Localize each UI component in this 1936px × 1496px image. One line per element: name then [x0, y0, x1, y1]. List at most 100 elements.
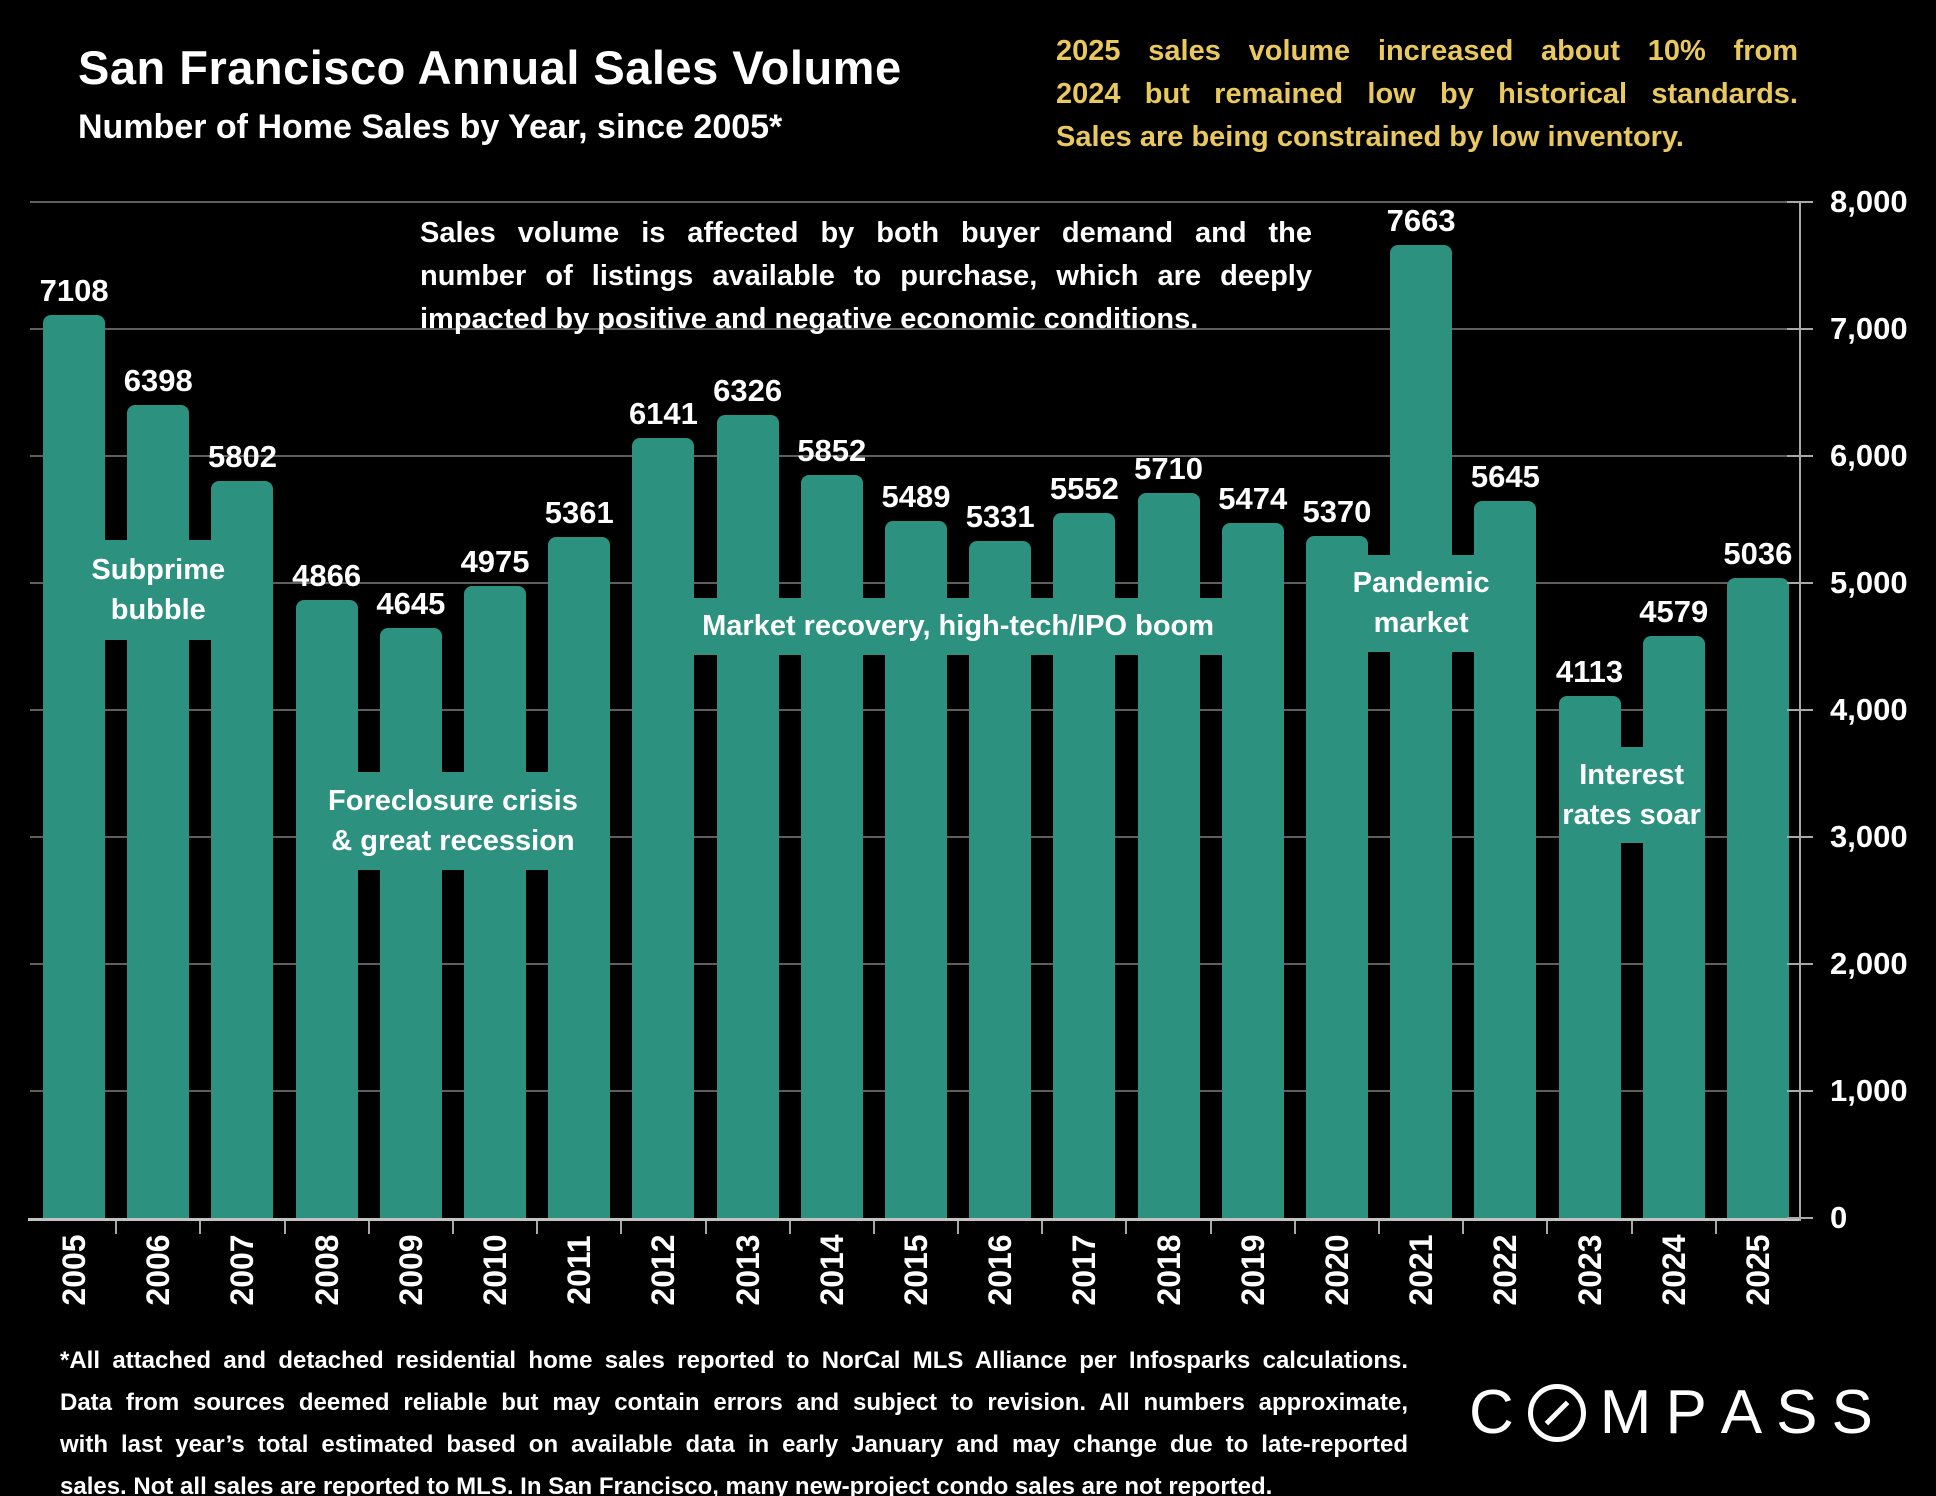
y-axis-tick-1000 — [1787, 1090, 1813, 1092]
x-axis-tick-2 — [199, 1221, 202, 1234]
value-label-2005: 7108 — [39, 273, 109, 309]
bar-2024 — [1642, 636, 1705, 1218]
x-axis-tick-12 — [1041, 1221, 1044, 1234]
x-axis-tick-8 — [704, 1221, 707, 1234]
compass-logo-letter-1: C — [1469, 1378, 1514, 1447]
x-axis-tick-14 — [1209, 1221, 1212, 1234]
footnote: *All attached and detached residential h… — [60, 1340, 1408, 1496]
bar-2025 — [1726, 578, 1789, 1218]
value-label-2020: 5370 — [1302, 494, 1372, 529]
compass-o-needle-icon — [1527, 1384, 1586, 1442]
annotation-foreclosure-crisis: Foreclosure crisis & great recession — [295, 771, 611, 870]
year-label-2024: 2024 — [1655, 1234, 1692, 1306]
footnote-line-3: with last year’s total estimated based o… — [60, 1431, 1408, 1458]
annotation-interest-rates-soar-line-2: rates soar — [1562, 798, 1701, 831]
x-axis-tick-11 — [957, 1221, 960, 1234]
x-axis-tick-18 — [1546, 1221, 1549, 1234]
annotation-pandemic-market-line-2: market — [1373, 607, 1469, 640]
gridline-6000 — [30, 455, 1800, 457]
year-label-2023: 2023 — [1571, 1234, 1608, 1306]
value-label-2022: 5645 — [1470, 459, 1540, 495]
x-axis-tick-5 — [451, 1221, 454, 1234]
x-axis-tick-19 — [1630, 1221, 1633, 1234]
annotation-interest-rates-soar: Interest rates soar — [1558, 746, 1705, 843]
x-axis-tick-3 — [283, 1221, 286, 1234]
year-label-2022: 2022 — [1487, 1234, 1524, 1306]
year-label-2017: 2017 — [1066, 1234, 1103, 1306]
footnote-line-2: Data from sources deemed reliable but ma… — [60, 1389, 1408, 1416]
value-label-2012: 6141 — [628, 396, 698, 432]
year-label-2007: 2007 — [224, 1234, 261, 1306]
highlight-note-line-2: 2024 but remained low by historical stan… — [1056, 78, 1798, 110]
highlight-note-line-1: 2025 sales volume increased about 10% fr… — [1056, 35, 1798, 67]
x-axis-tick-1 — [115, 1221, 118, 1234]
y-axis-tick-6000 — [1787, 455, 1813, 457]
year-label-2011: 2011 — [561, 1235, 598, 1305]
compass-logo-letter-4: P — [1665, 1378, 1707, 1447]
year-label-2013: 2013 — [729, 1234, 766, 1306]
highlight-note: 2025 sales volume increased about 10% fr… — [1056, 30, 1798, 159]
compass-logo-letter-6: S — [1776, 1378, 1818, 1447]
x-axis-tick-6 — [536, 1221, 539, 1234]
annotation-subprime-bubble: Subprime bubble — [43, 539, 274, 641]
annotation-foreclosure-crisis-line-1: Foreclosure crisis — [328, 784, 578, 817]
y-axis-label-5000: 5,000 — [1830, 565, 1908, 600]
compass-logo-letter-3: M — [1599, 1378, 1652, 1447]
value-label-2007: 5802 — [207, 439, 277, 475]
bar-2005 — [43, 315, 106, 1218]
value-label-2011: 5361 — [544, 495, 614, 531]
bar-2013 — [716, 414, 779, 1218]
annotation-market-recovery-line-1: Market recovery, high-tech/IPO boom — [702, 610, 1215, 643]
year-label-2020: 2020 — [1318, 1234, 1355, 1306]
overlay-note: Sales volume is affected by both buyer d… — [420, 212, 1312, 341]
y-axis-tick-7000 — [1787, 328, 1813, 330]
year-label-2009: 2009 — [392, 1234, 429, 1306]
y-axis-label-2000: 2,000 — [1830, 946, 1908, 981]
x-axis-tick-7 — [620, 1221, 623, 1234]
bar-2014 — [800, 474, 863, 1218]
value-label-2025: 5036 — [1723, 536, 1793, 572]
value-label-2014: 5852 — [797, 432, 867, 468]
year-label-2006: 2006 — [140, 1234, 177, 1306]
gridline-8000 — [30, 201, 1800, 203]
annotation-subprime-bubble-line-1: Subprime — [91, 553, 226, 586]
x-axis-tick-20 — [1714, 1221, 1717, 1234]
y-axis-tick-5000 — [1787, 582, 1813, 584]
compass-logo-letter-5: A — [1720, 1378, 1763, 1447]
x-axis-tick-16 — [1378, 1221, 1381, 1234]
annotation-foreclosure-crisis-line-2: & great recession — [331, 824, 575, 857]
value-label-2009: 4645 — [376, 586, 446, 622]
footnote-line-1: *All attached and detached residential h… — [60, 1347, 1408, 1374]
bar-2008 — [295, 600, 358, 1218]
gridline-7000 — [30, 328, 1800, 330]
annotation-interest-rates-soar-line-1: Interest — [1579, 758, 1684, 791]
value-label-2006: 6398 — [123, 363, 193, 399]
y-axis-line — [1799, 202, 1801, 1221]
overlay-note-line-2: number of listings available to purchase… — [420, 260, 1312, 292]
bar-2010 — [464, 586, 527, 1218]
year-label-2018: 2018 — [1150, 1234, 1187, 1306]
annotation-pandemic-market-line-1: Pandemic — [1352, 567, 1490, 600]
page-title: San Francisco Annual Sales Volume — [78, 41, 902, 94]
y-axis-label-7000: 7,000 — [1830, 311, 1908, 346]
footnote-line-4: sales. Not all sales are reported to MLS… — [60, 1473, 1273, 1496]
value-label-2016: 5331 — [965, 498, 1035, 534]
highlight-note-line-3: Sales are being constrained by low inven… — [1056, 121, 1684, 153]
x-axis-tick-17 — [1462, 1221, 1465, 1234]
year-label-2008: 2008 — [308, 1234, 345, 1306]
annotation-market-recovery: Market recovery, high-tech/IPO boom — [632, 597, 1284, 655]
x-axis-baseline — [28, 1218, 1800, 1221]
page-subtitle: Number of Home Sales by Year, since 2005… — [78, 108, 783, 146]
x-axis-tick-9 — [788, 1221, 791, 1234]
bar-2021 — [1390, 244, 1453, 1218]
y-axis-label-1000: 1,000 — [1830, 1073, 1908, 1108]
year-label-2016: 2016 — [982, 1234, 1019, 1306]
compass-logo-letter-7: S — [1831, 1378, 1873, 1447]
y-axis-tick-8000 — [1787, 201, 1813, 203]
bar-2011 — [548, 537, 611, 1218]
y-axis-tick-0 — [1787, 1217, 1813, 1219]
y-axis-label-6000: 6,000 — [1830, 438, 1908, 473]
x-axis-tick-15 — [1293, 1221, 1296, 1234]
